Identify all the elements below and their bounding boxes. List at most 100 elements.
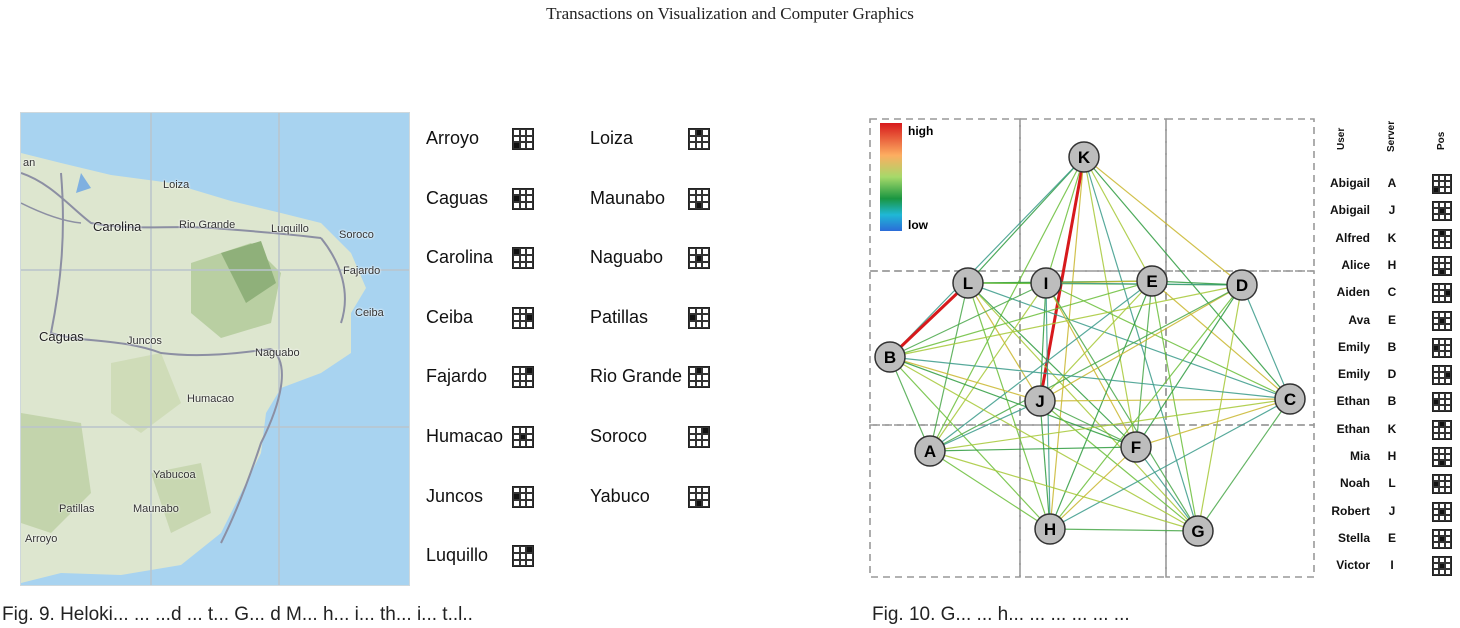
table-row: Alice H	[1320, 254, 1460, 280]
cell-user: Stella	[1337, 530, 1370, 545]
table-row: Emily D	[1320, 363, 1460, 389]
legend-item: Soroco	[590, 426, 710, 448]
table-row: Stella E	[1320, 527, 1460, 553]
edge-f-g	[1135, 446, 1199, 532]
legend-item: Naguabo	[590, 247, 710, 270]
edge-b-e	[889, 280, 1153, 358]
map-label-soroco: Soroco	[339, 229, 374, 241]
edge-c-h	[1049, 398, 1291, 530]
edge-h-k	[1049, 156, 1085, 530]
node-label: A	[924, 442, 936, 461]
cell-user: Abigail	[1329, 176, 1370, 190]
edge-c-k	[1083, 156, 1291, 400]
edge-g-h	[1049, 528, 1199, 532]
edge-c-d	[1241, 284, 1291, 400]
grid-position-icon	[1432, 447, 1452, 467]
legend-name: Arroyo	[426, 128, 480, 148]
edge-b-k	[889, 156, 1085, 358]
edge-b-f	[889, 356, 1137, 448]
edge-e-k	[1083, 156, 1153, 282]
grid-position-icon	[1432, 365, 1452, 386]
map-label-fajardo: Fajardo	[343, 265, 381, 277]
cell-server: J	[1388, 503, 1396, 518]
map-label-yabucoa: Yabucoa	[153, 469, 196, 481]
legend-name: Carolina	[426, 247, 494, 268]
grid-position-icon	[688, 128, 710, 150]
table-row: Aiden C	[1320, 281, 1460, 307]
cell-user: Emily	[1337, 367, 1370, 382]
cell-server: I	[1390, 558, 1394, 573]
cell-user: Robert	[1331, 503, 1370, 518]
edge-i-j	[1039, 282, 1047, 402]
legend-name: Yabuco	[590, 485, 650, 506]
node-label: E	[1146, 272, 1157, 291]
edge-c-i	[1045, 282, 1291, 400]
edge-d-g	[1197, 284, 1243, 532]
edge-b-g	[889, 356, 1199, 532]
grid-position-icon	[1432, 283, 1452, 304]
map-label-caguas: Caguas	[39, 329, 84, 344]
colorbar	[880, 123, 902, 231]
map-label-maunabo: Maunabo	[133, 503, 179, 515]
caption-right: Fig. 10. G... ... h... ... ... ... ... .…	[872, 604, 1130, 625]
edge-e-h	[1049, 280, 1153, 530]
edge-d-f	[1135, 284, 1243, 448]
node-label: B	[884, 348, 896, 367]
legend-item: Carolina	[426, 247, 534, 270]
cell-user: Abigail	[1329, 203, 1370, 218]
map-label-loiza: Loiza	[163, 179, 190, 191]
node-label: C	[1284, 390, 1296, 409]
edge-c-g	[1197, 398, 1291, 532]
cell-server: A	[1387, 176, 1397, 190]
edge-e-j	[1039, 280, 1153, 402]
grid-position-icon	[512, 545, 534, 568]
edge-c-f	[1135, 398, 1291, 448]
grid-position-icon	[1432, 337, 1452, 358]
edge-c-j	[1039, 398, 1291, 402]
grid-position-icon	[512, 366, 534, 389]
grid-position-icon	[1432, 310, 1452, 331]
node-g	[1182, 515, 1214, 547]
legend-name: Naguabo	[590, 247, 664, 268]
grid-position-icon	[1432, 228, 1452, 249]
legend-name: Fajardo	[426, 366, 488, 387]
grid-position-icon	[1432, 501, 1452, 522]
node-label: D	[1236, 276, 1248, 295]
node-e	[1136, 265, 1168, 297]
cell-server: K	[1387, 421, 1397, 436]
cell-server: B	[1387, 339, 1397, 354]
header-server: Server	[1386, 120, 1397, 152]
map-label-patillas: Patillas	[59, 503, 95, 515]
table-row: Ava E	[1320, 309, 1460, 335]
node-a	[914, 435, 946, 467]
map-label-partial: an	[23, 157, 36, 169]
edge-a-e	[929, 280, 1153, 452]
grid-position-icon	[1432, 392, 1452, 413]
table-row: Ethan K	[1320, 418, 1460, 444]
edge-f-j	[1039, 400, 1137, 448]
legend-name: Ceiba	[426, 306, 474, 327]
legend-item: Ceiba	[426, 306, 534, 329]
cell-user: Emily	[1337, 339, 1370, 354]
legend-name: Rio Grande	[590, 366, 683, 387]
node-c	[1274, 383, 1306, 415]
grid-position-icon	[1432, 474, 1452, 495]
edge-c-e	[1151, 280, 1291, 400]
map-label-arroyo: Arroyo	[25, 533, 58, 545]
legend-item: Fajardo	[426, 366, 534, 389]
legend-item: Arroyo	[426, 128, 534, 150]
edge-i-k	[1045, 156, 1085, 284]
node-label: K	[1078, 148, 1091, 167]
edge-g-k	[1083, 156, 1199, 532]
cell-user: Ava	[1348, 312, 1370, 327]
grid-position-icon	[512, 128, 534, 150]
edge-a-c	[929, 398, 1291, 452]
legend-name: Patillas	[590, 306, 649, 327]
cell-server: K	[1387, 230, 1397, 245]
cell-user: Noah	[1340, 476, 1370, 491]
node-f	[1120, 431, 1152, 463]
edge-e-f	[1135, 280, 1153, 448]
edge-d-j	[1039, 284, 1243, 402]
edge-b-i	[889, 282, 1047, 358]
edge-f-k	[1083, 156, 1137, 448]
